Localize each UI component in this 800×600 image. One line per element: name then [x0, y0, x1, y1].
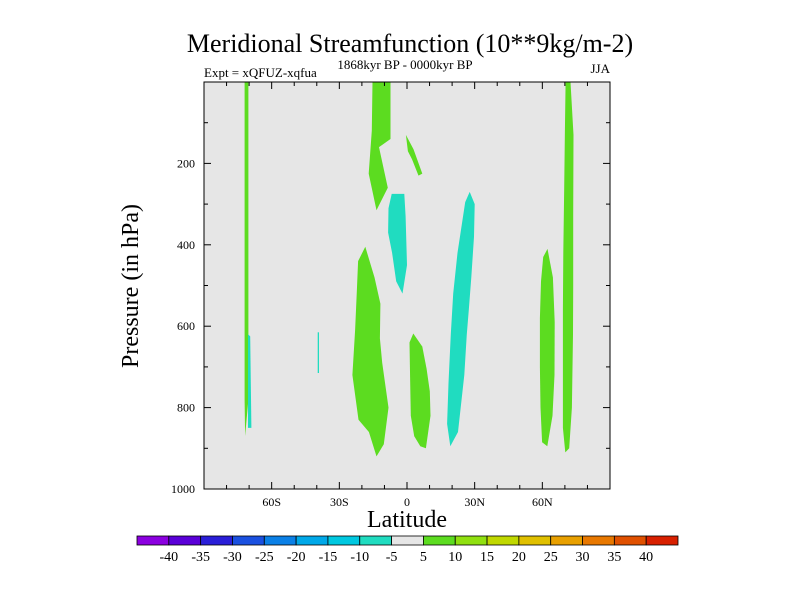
colorbar-label: 15	[480, 550, 494, 565]
colorbar-swatch	[582, 535, 615, 546]
y-tick-label: 600	[177, 319, 195, 333]
colorbar-swatch	[200, 535, 233, 546]
colorbar-label: -35	[191, 550, 210, 565]
colorbar-label: -10	[350, 550, 369, 565]
region-positive-blob-eq-top	[405, 134, 423, 176]
colorbar-swatch	[391, 535, 424, 546]
colorbar-label: -25	[255, 550, 274, 565]
colorbar-label: -40	[159, 550, 178, 565]
x-tick-label: 30S	[330, 495, 349, 509]
season-label: JJA	[590, 61, 610, 76]
colorbar-swatch	[168, 535, 202, 546]
colorbar-label: 20	[512, 550, 526, 565]
colorbar-swatch	[232, 535, 265, 546]
x-tick-label: 60N	[532, 495, 553, 509]
colorbar-swatch	[486, 535, 520, 546]
colorbar-swatch	[263, 535, 297, 546]
region-positive-lobe-60n	[539, 248, 555, 447]
colorbar-swatch	[550, 535, 583, 546]
region-positive-column-15s-top	[368, 82, 391, 211]
colorbar-swatch	[295, 535, 329, 546]
colorbar-swatch	[613, 535, 647, 546]
colorbar-label: -15	[319, 550, 338, 565]
colorbar-label: 35	[607, 550, 621, 565]
chart-title: Meridional Streamfunction (10**9kg/m-2)	[187, 29, 633, 58]
y-tick-label: 200	[177, 156, 195, 170]
region-negative-lobe-25n	[447, 191, 475, 447]
experiment-label: Expt = xQFUZ-xqfua	[204, 65, 317, 80]
colorbar-swatch	[136, 535, 170, 546]
colorbar-swatch	[454, 535, 488, 546]
y-tick-label: 400	[177, 238, 195, 252]
colorbar-label: 30	[576, 550, 590, 565]
colorbar-swatch	[359, 535, 392, 546]
colorbar-label: 5	[420, 550, 427, 565]
time-range-label: 1868kyr BP - 0000kyr BP	[337, 57, 472, 72]
colorbar-swatch	[645, 535, 679, 546]
region-positive-lobe-20s	[352, 246, 389, 457]
contour-regions	[244, 82, 574, 457]
y-tick-label: 800	[177, 401, 195, 415]
colorbar-label: 40	[639, 550, 653, 565]
colorbar-swatch	[518, 535, 552, 546]
colorbar-label: -30	[223, 550, 242, 565]
region-positive-blob-eq-low	[409, 333, 431, 449]
colorbar	[136, 535, 679, 546]
colorbar-label: 10	[448, 550, 462, 565]
colorbar-label: -5	[386, 550, 398, 565]
region-negative-sliver-70s	[248, 334, 252, 428]
y-axis-label: Pressure (in hPa)	[118, 204, 144, 368]
colorbar-labels: -40 -35 -30 -25 -20 -15 -10 -5 5 10 15 20 25 30 35 40	[159, 550, 653, 565]
region-positive-band-70s	[244, 82, 249, 437]
colorbar-swatch	[327, 535, 361, 546]
colorbar-label: -20	[287, 550, 306, 565]
region-negative-sliver-40s	[317, 332, 319, 373]
x-tick-label: 30N	[464, 495, 485, 509]
colorbar-label: 25	[544, 550, 558, 565]
y-axis-ticks: 200 400 600 800 1000	[171, 122, 610, 496]
x-axis-ticks: 60S 30S 0 30N 60N	[203, 82, 611, 509]
colorbar-swatch	[423, 535, 456, 546]
region-positive-column-70n	[562, 82, 574, 453]
region-negative-lobe-5s	[388, 193, 407, 294]
x-tick-label: 0	[404, 495, 410, 509]
x-tick-label: 60S	[262, 495, 281, 509]
y-tick-label: 1000	[171, 482, 195, 496]
x-axis-label: Latitude	[367, 507, 447, 533]
